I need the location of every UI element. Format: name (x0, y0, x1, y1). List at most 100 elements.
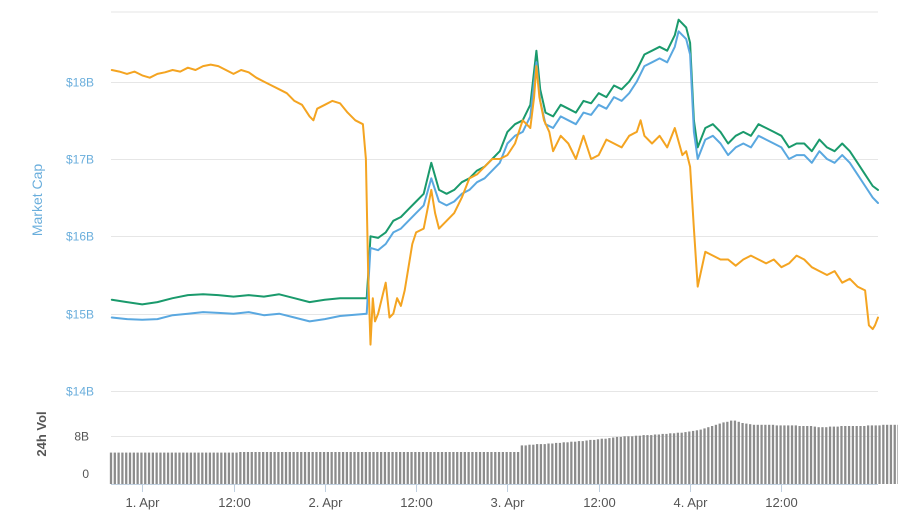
volume-bar[interactable] (204, 452, 208, 484)
volume-bar[interactable] (691, 430, 695, 484)
volume-bar[interactable] (300, 452, 303, 484)
volume-bar[interactable] (437, 452, 440, 484)
volume-bar[interactable] (425, 452, 428, 484)
volume-bar[interactable] (322, 452, 326, 484)
volume-bar[interactable] (372, 452, 375, 484)
volume-bar[interactable] (787, 425, 790, 484)
volume-bar[interactable] (768, 424, 771, 484)
volume-bar[interactable] (832, 426, 836, 484)
volume-bar[interactable] (806, 426, 809, 484)
volume-bar[interactable] (292, 452, 295, 484)
volume-bar[interactable] (600, 438, 603, 484)
volume-bar[interactable] (216, 452, 219, 484)
volume-bar[interactable] (619, 436, 622, 484)
volume-bar[interactable] (364, 452, 368, 484)
volume-bar[interactable] (155, 452, 158, 484)
volume-bar[interactable] (779, 425, 782, 484)
volume-bar[interactable] (661, 433, 664, 484)
volume-bar[interactable] (802, 426, 805, 484)
volume-bar[interactable] (577, 441, 581, 484)
volume-bar[interactable] (136, 452, 139, 484)
volume-bar[interactable] (414, 452, 417, 484)
volume-bar[interactable] (558, 442, 562, 484)
volume-bar[interactable] (859, 426, 862, 484)
volume-bar[interactable] (554, 442, 558, 484)
volume-bar[interactable] (794, 425, 797, 484)
volume-bar[interactable] (243, 452, 246, 484)
volume-bar[interactable] (269, 452, 272, 484)
volume-bar[interactable] (516, 452, 520, 484)
volume-bar[interactable] (741, 423, 744, 484)
volume-bar[interactable] (707, 427, 710, 484)
volume-bar[interactable] (418, 452, 421, 484)
volume-bar[interactable] (330, 452, 333, 484)
volume-bar[interactable] (703, 428, 706, 484)
volume-bar[interactable] (570, 441, 573, 484)
volume-bar[interactable] (319, 452, 322, 484)
volume-bar[interactable] (680, 432, 683, 484)
volume-bar[interactable] (878, 425, 881, 484)
volume-bar[interactable] (509, 452, 512, 484)
volume-bar[interactable] (821, 427, 824, 484)
volume-bar[interactable] (745, 423, 748, 484)
volume-bar[interactable] (718, 423, 721, 484)
volume-bar[interactable] (847, 426, 851, 484)
volume-bar[interactable] (406, 452, 409, 484)
volume-bar[interactable] (490, 452, 493, 484)
volume-bar[interactable] (790, 425, 794, 484)
volume-bar[interactable] (456, 452, 459, 484)
volume-bar[interactable] (109, 452, 113, 484)
volume-bar[interactable] (596, 439, 600, 484)
volume-bar[interactable] (246, 452, 250, 484)
volume-bar[interactable] (634, 435, 638, 484)
volume-bar[interactable] (813, 426, 816, 484)
volume-bar[interactable] (281, 452, 284, 484)
volume-bar[interactable] (870, 425, 874, 484)
volume-bar[interactable] (615, 436, 619, 484)
volume-bar[interactable] (737, 421, 740, 484)
volume-bar[interactable] (368, 452, 371, 484)
volume-bar[interactable] (551, 443, 554, 485)
volume-bar[interactable] (684, 432, 687, 484)
volume-bar[interactable] (220, 452, 223, 484)
volume-bar[interactable] (486, 452, 489, 484)
volume-bar[interactable] (440, 452, 444, 484)
volume-bar[interactable] (756, 424, 759, 484)
volume-bar[interactable] (334, 452, 337, 484)
volume-bar[interactable] (121, 452, 124, 484)
volume-bar[interactable] (239, 452, 242, 484)
volume-bar[interactable] (353, 452, 356, 484)
volume-bar[interactable] (722, 422, 725, 484)
volume-bar[interactable] (749, 424, 752, 484)
volume-bar[interactable] (825, 427, 828, 484)
volume-bar[interactable] (429, 452, 432, 484)
volume-bar[interactable] (505, 452, 508, 484)
volume-bar[interactable] (889, 424, 893, 484)
volume-bar[interactable] (494, 452, 497, 484)
volume-bar[interactable] (360, 452, 364, 484)
volume-bar[interactable] (303, 452, 307, 484)
volume-bar[interactable] (132, 452, 135, 484)
volume-bar[interactable] (604, 438, 607, 484)
volume-bar[interactable] (885, 424, 889, 484)
volume-bar[interactable] (170, 452, 174, 484)
volume-bar[interactable] (212, 452, 215, 484)
volume-bar[interactable] (147, 452, 151, 484)
volume-bar[interactable] (672, 433, 676, 484)
volume-bar[interactable] (733, 420, 737, 484)
volume-bar[interactable] (117, 452, 120, 484)
volume-bar[interactable] (349, 452, 352, 484)
volume-bar[interactable] (459, 452, 463, 484)
volume-bar[interactable] (775, 425, 778, 484)
volume-bar[interactable] (528, 444, 531, 484)
volume-bar[interactable] (189, 452, 193, 484)
volume-bar[interactable] (262, 452, 265, 484)
volume-bar[interactable] (836, 426, 839, 484)
volume-bar[interactable] (752, 424, 756, 484)
volume-bar[interactable] (562, 442, 565, 484)
volume-bar[interactable] (714, 424, 718, 484)
volume-bar[interactable] (809, 426, 813, 484)
volume-bar[interactable] (653, 434, 657, 485)
volume-bar[interactable] (710, 426, 714, 484)
volume-bar[interactable] (593, 439, 596, 484)
